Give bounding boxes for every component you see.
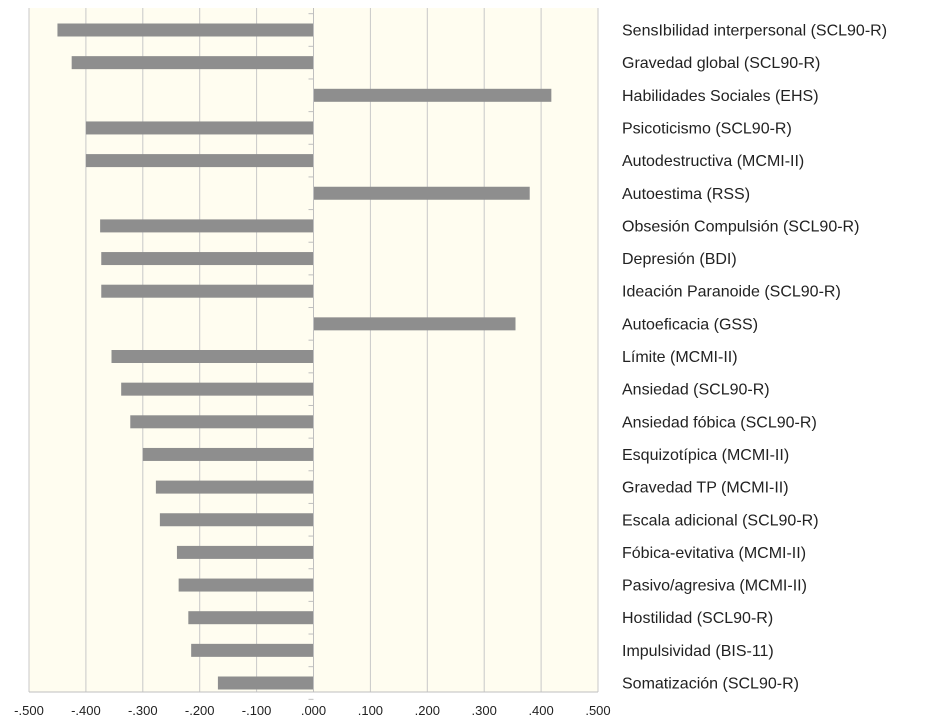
- category-label-10: Límite (MCMI-II): [622, 349, 738, 366]
- bar-3: [85, 121, 314, 135]
- bar-2: [313, 88, 552, 102]
- category-label-14: Gravedad TP (MCMI-II): [622, 480, 789, 497]
- bar-14: [155, 480, 314, 494]
- x-tick-label-8: .300: [472, 703, 497, 718]
- x-tick-label-5: .000: [301, 703, 326, 718]
- category-label-8: Ideación Paranoide (SCL90-R): [622, 284, 841, 301]
- bar-19: [191, 643, 314, 657]
- category-label-19: Impulsividad (BIS-11): [622, 643, 774, 660]
- category-label-20: Somatización (SCL90-R): [622, 676, 799, 693]
- bar-1: [71, 56, 314, 70]
- bar-11: [121, 382, 314, 396]
- bar-0: [57, 23, 314, 37]
- x-tick-label-0: -.500: [14, 703, 44, 718]
- category-label-3: Psicoticismo (SCL90-R): [622, 120, 792, 137]
- x-tick-label-9: .400: [528, 703, 553, 718]
- category-label-7: Depresión (BDI): [622, 251, 737, 268]
- bar-12: [130, 415, 314, 429]
- category-label-4: Autodestructiva (MCMI-II): [622, 153, 804, 170]
- x-tick-label-7: .200: [415, 703, 440, 718]
- category-label-2: Habilidades Sociales (EHS): [622, 88, 819, 105]
- bar-18: [188, 611, 314, 625]
- category-label-13: Esquizotípica (MCMI-II): [622, 447, 789, 464]
- bar-4: [85, 154, 314, 168]
- bar-9: [313, 317, 516, 331]
- x-tick-label-1: -.400: [71, 703, 101, 718]
- x-tick-label-3: -.200: [185, 703, 215, 718]
- bar-16: [176, 545, 314, 559]
- category-labels: SensIbilidad interpersonal (SCL90-R) Grav…: [622, 23, 887, 693]
- category-label-5: Autoestima (RSS): [622, 186, 750, 203]
- category-label-1: Gravedad global (SCL90-R): [622, 55, 820, 72]
- bar-6: [100, 219, 314, 233]
- category-label-9: Autoeficacia (GSS): [622, 316, 758, 333]
- category-label-6: Obsesión Compulsión (SCL90-R): [622, 218, 859, 235]
- category-label-0: SensIbilidad interpersonal (SCL90-R): [622, 23, 887, 40]
- bar-20: [217, 676, 314, 690]
- bar-13: [142, 447, 314, 461]
- category-label-11: Ansiedad (SCL90-R): [622, 382, 770, 399]
- bar-8: [101, 284, 314, 298]
- category-label-15: Escala adicional (SCL90-R): [622, 512, 819, 529]
- x-tick-label-10: .500: [585, 703, 610, 718]
- bar-7: [101, 252, 314, 266]
- tick-labels: -.500 -.400 -.300 -.200 -.100 .000 .100 .200 .30…: [14, 703, 610, 718]
- bar-10: [111, 350, 314, 363]
- bar-15: [159, 513, 314, 527]
- category-label-18: Hostilidad (SCL90-R): [622, 610, 773, 627]
- bar-5: [313, 186, 530, 200]
- x-tick-label-4: -.100: [242, 703, 272, 718]
- axis: [29, 8, 598, 700]
- category-label-16: Fóbica-evitativa (MCMI-II): [622, 545, 806, 562]
- bars: [57, 23, 552, 690]
- x-tick-label-2: -.300: [128, 703, 158, 718]
- category-label-12: Ansiedad fóbica (SCL90-R): [622, 414, 817, 431]
- bar-17: [178, 578, 314, 592]
- category-label-17: Pasivo/agresiva (MCMI-II): [622, 578, 807, 595]
- x-tick-label-6: .100: [358, 703, 383, 718]
